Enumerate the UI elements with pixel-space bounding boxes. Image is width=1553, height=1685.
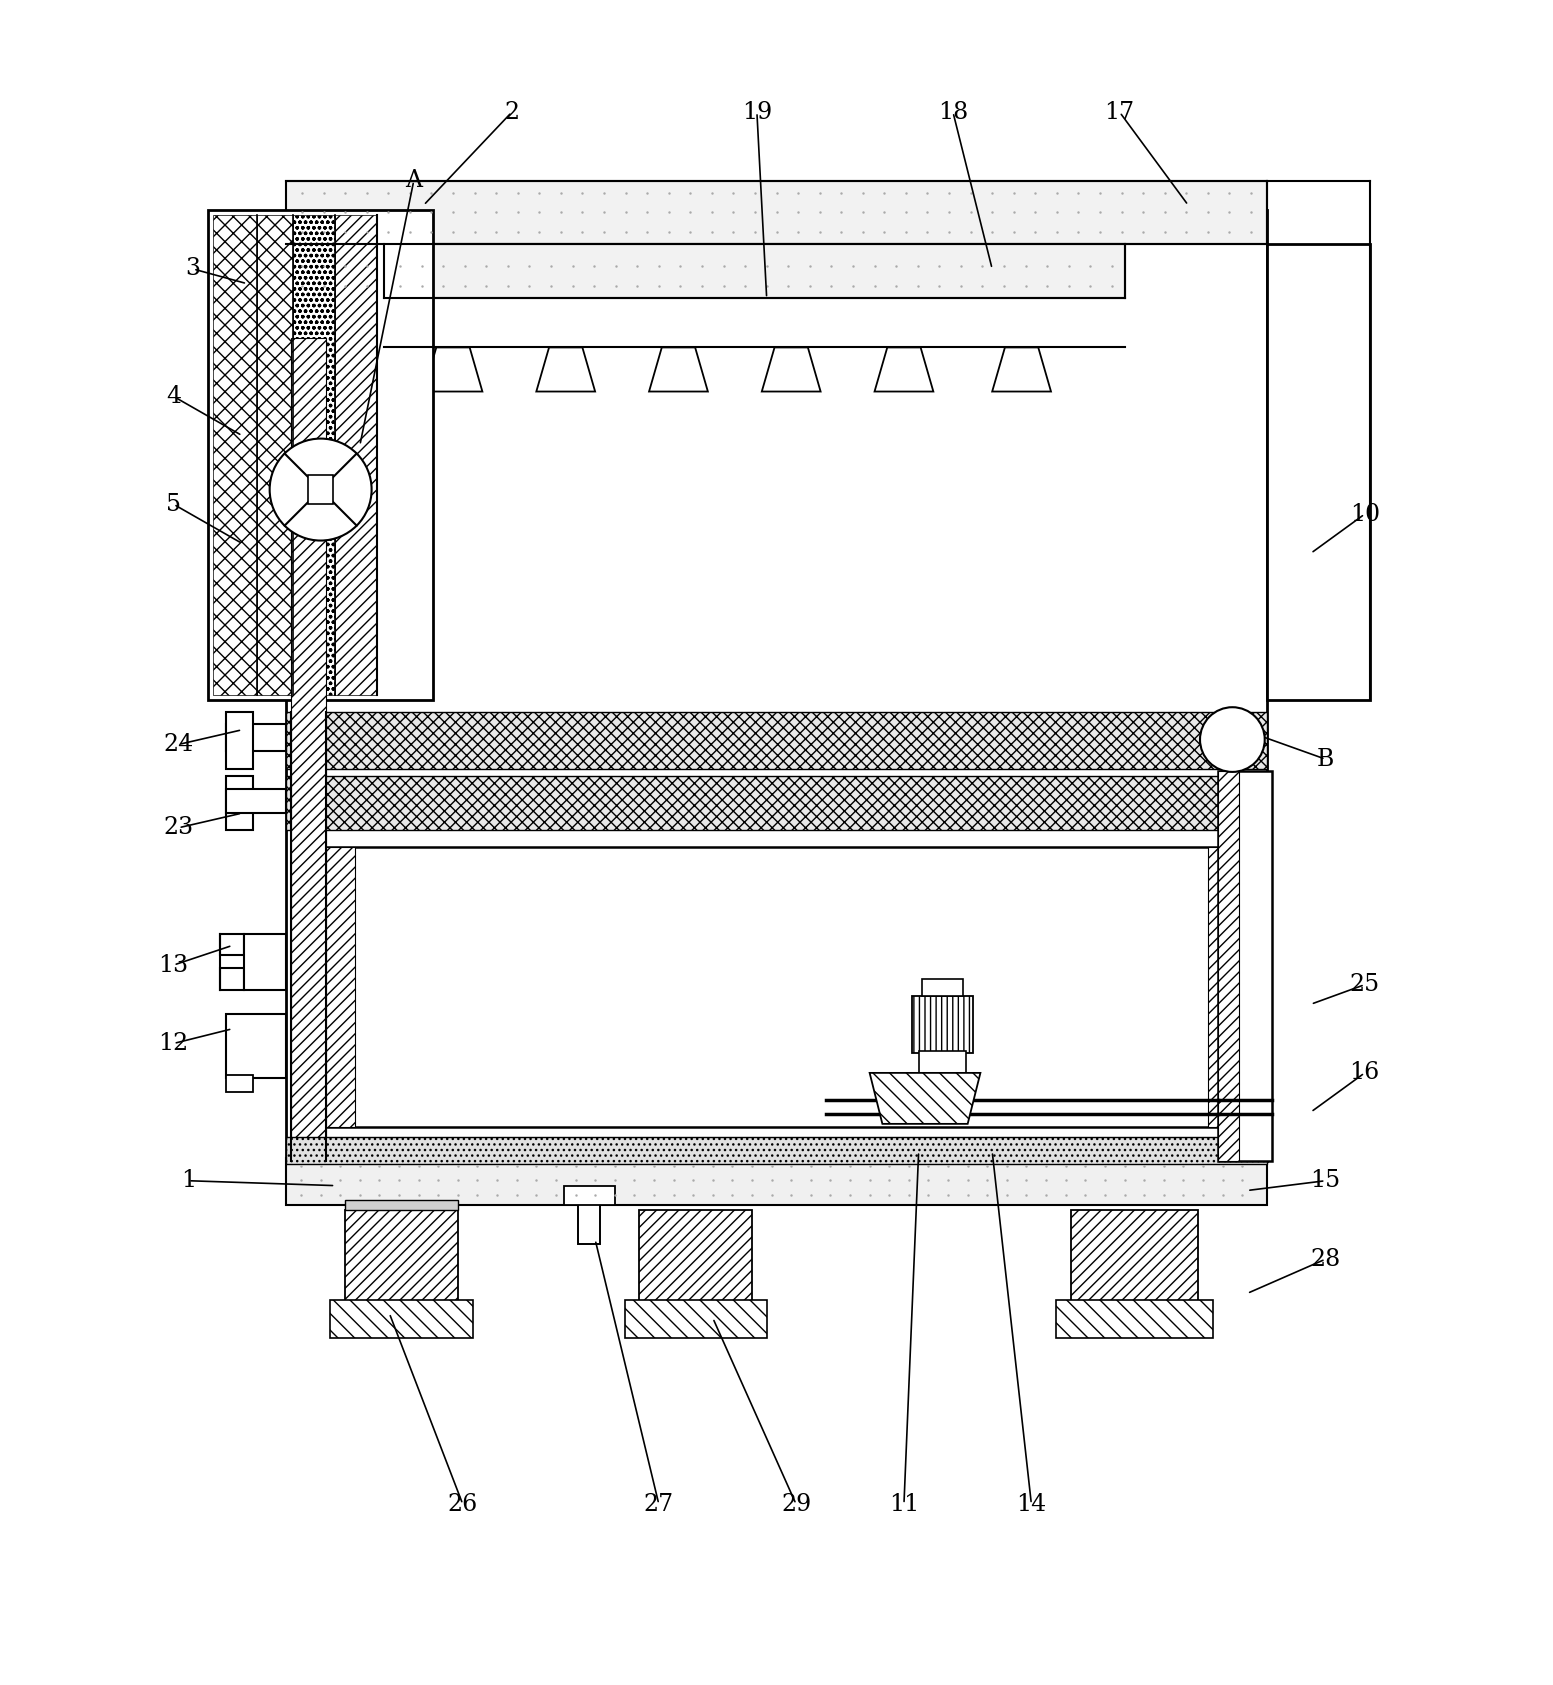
Circle shape: [270, 438, 371, 541]
Text: 15: 15: [1311, 1169, 1340, 1193]
Circle shape: [1200, 708, 1264, 772]
Bar: [286, 713, 1267, 768]
Bar: [225, 725, 286, 752]
Bar: [564, 1186, 615, 1205]
Polygon shape: [992, 347, 1051, 391]
Bar: [219, 967, 244, 989]
Bar: [624, 1301, 767, 1338]
Bar: [912, 996, 972, 1053]
Polygon shape: [763, 347, 820, 391]
Text: 18: 18: [938, 101, 968, 123]
Bar: [345, 1210, 458, 1303]
Text: 19: 19: [742, 101, 772, 123]
Bar: [225, 713, 253, 768]
Bar: [286, 775, 1267, 829]
Text: 3: 3: [186, 258, 200, 280]
Bar: [331, 1301, 472, 1338]
Bar: [578, 1200, 599, 1245]
Bar: [335, 216, 376, 696]
Text: 5: 5: [166, 492, 182, 516]
Text: 1: 1: [180, 1169, 196, 1193]
Text: 13: 13: [158, 954, 188, 977]
Bar: [256, 216, 294, 696]
Bar: [1218, 772, 1272, 1161]
Text: B: B: [1317, 748, 1334, 770]
Bar: [286, 244, 384, 298]
Text: 24: 24: [163, 733, 194, 757]
Bar: [326, 848, 356, 1127]
Polygon shape: [536, 347, 595, 391]
Text: 4: 4: [166, 384, 182, 408]
Polygon shape: [874, 347, 933, 391]
Bar: [1267, 244, 1370, 701]
Bar: [919, 1051, 966, 1073]
Bar: [921, 979, 963, 996]
Bar: [286, 1158, 1267, 1205]
Bar: [294, 216, 335, 696]
Bar: [225, 1014, 286, 1078]
Text: A: A: [405, 168, 422, 192]
Text: 14: 14: [1016, 1493, 1047, 1516]
Bar: [244, 933, 286, 989]
Bar: [1208, 848, 1238, 1127]
Text: 16: 16: [1350, 1062, 1381, 1085]
Bar: [225, 1075, 253, 1092]
Text: 25: 25: [1350, 974, 1379, 996]
Bar: [384, 244, 1124, 298]
Text: 28: 28: [1311, 1247, 1340, 1270]
Bar: [345, 1200, 458, 1210]
Bar: [286, 211, 1267, 1161]
Text: 11: 11: [888, 1493, 919, 1516]
Bar: [326, 848, 1238, 1127]
Text: 2: 2: [505, 101, 519, 123]
Bar: [1218, 772, 1239, 1161]
Bar: [219, 933, 244, 955]
Text: 29: 29: [781, 1493, 811, 1516]
Bar: [208, 211, 433, 701]
Bar: [213, 216, 256, 696]
Bar: [1070, 1210, 1197, 1303]
Bar: [286, 180, 1267, 244]
Text: 26: 26: [447, 1493, 478, 1516]
Polygon shape: [649, 347, 708, 391]
Text: 27: 27: [644, 1493, 674, 1516]
Text: 12: 12: [158, 1031, 189, 1055]
Bar: [286, 1137, 1267, 1164]
Bar: [225, 789, 286, 814]
Bar: [225, 775, 253, 829]
Bar: [292, 337, 326, 1161]
Text: 17: 17: [1104, 101, 1135, 123]
Bar: [1056, 1301, 1213, 1338]
Text: 23: 23: [163, 816, 194, 839]
Bar: [307, 475, 334, 504]
Text: 10: 10: [1350, 502, 1379, 526]
Polygon shape: [870, 1073, 980, 1124]
Polygon shape: [424, 347, 483, 391]
Bar: [640, 1210, 752, 1303]
